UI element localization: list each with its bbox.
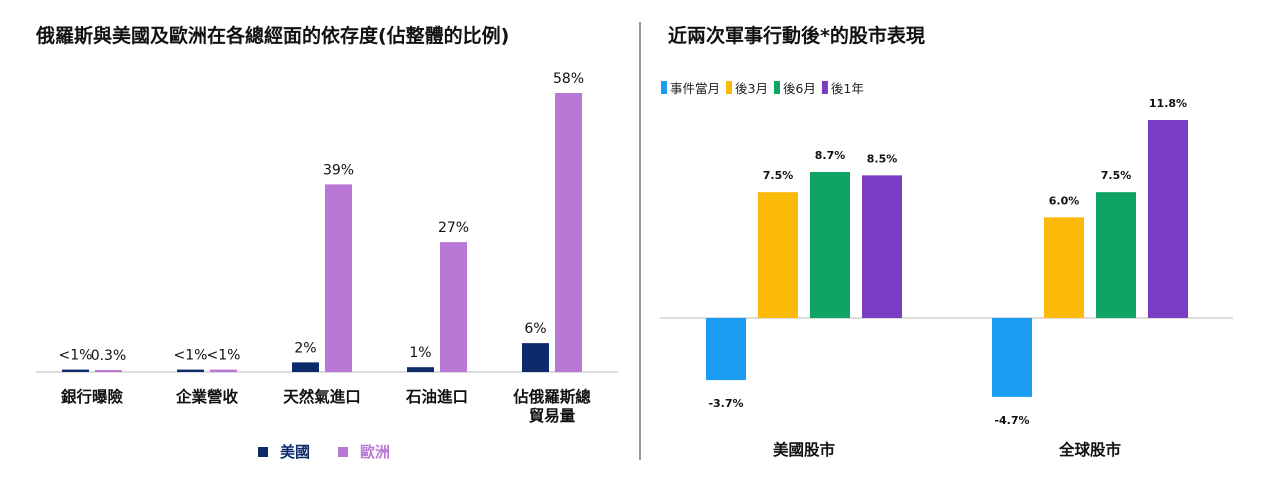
legend-label: 後1年 bbox=[831, 81, 864, 96]
value-label: 2% bbox=[294, 340, 316, 356]
bar-美國-石油進口 bbox=[407, 367, 434, 372]
bar-後6月-全球股市 bbox=[1096, 192, 1136, 318]
value-label: 7.5% bbox=[763, 169, 794, 182]
category-label: 石油進口 bbox=[405, 387, 468, 406]
legend-label: 歐洲 bbox=[360, 443, 390, 461]
bar-美國-天然氣進口 bbox=[292, 362, 319, 372]
bar-後1年-全球股市 bbox=[1148, 120, 1188, 318]
legend-swatch bbox=[258, 447, 268, 457]
value-label: -3.7% bbox=[708, 397, 743, 410]
bar-事件當月-美國股市 bbox=[706, 318, 746, 381]
bar-美國-銀行曝險 bbox=[62, 369, 89, 372]
value-label: <1% bbox=[59, 348, 93, 364]
legend-swatch bbox=[661, 81, 667, 94]
bar-事件當月-全球股市 bbox=[992, 318, 1032, 397]
right-chart-title: 近兩次軍事行動後*的股市表現 bbox=[668, 24, 925, 47]
category-label: 美國股市 bbox=[773, 440, 836, 459]
bar-後1年-美國股市 bbox=[862, 175, 902, 318]
bar-後3月-美國股市 bbox=[758, 192, 798, 318]
value-label: 8.7% bbox=[815, 149, 846, 162]
left-bar-chart: <1%0.3%銀行曝險<1% <1%企業營收2%39%天然氣進口1%27%石油進口… bbox=[36, 71, 618, 461]
value-label: 11.8% bbox=[1149, 97, 1187, 110]
category-label: 佔俄羅斯總貿易量 bbox=[512, 387, 591, 425]
bar-歐洲-天然氣進口 bbox=[325, 184, 352, 372]
legend-label: 事件當月 bbox=[670, 81, 720, 96]
value-label: 39% bbox=[323, 162, 354, 178]
legend-label: 美國 bbox=[280, 443, 310, 461]
value-label: 6.0% bbox=[1049, 194, 1080, 207]
legend-swatch bbox=[773, 81, 780, 94]
value-label: -4.7% bbox=[994, 414, 1029, 427]
legend-swatch bbox=[726, 81, 733, 94]
bar-美國-佔俄羅斯總-貿易量 bbox=[522, 343, 549, 372]
category-label: 銀行曝險 bbox=[61, 387, 124, 406]
left-chart-title: 俄羅斯與美國及歐洲在各總經面的依存度(佔整體的比例) bbox=[35, 24, 509, 47]
right-bar-chart: -3.7% 7.5% 8.7% 8.5% 美國股市 -4.7% 6.0% 7.5% 11.8% 全… bbox=[660, 81, 1233, 459]
legend-label: 後3月 bbox=[735, 81, 768, 96]
category-label: 全球股市 bbox=[1058, 440, 1122, 459]
legend-swatch bbox=[338, 447, 349, 457]
bar-後3月-全球股市 bbox=[1044, 217, 1084, 318]
value-label: 8.5% bbox=[867, 152, 898, 165]
bar-歐洲-銀行曝險 bbox=[95, 370, 122, 372]
bar-歐洲-佔俄羅斯總-貿易量 bbox=[555, 93, 582, 372]
value-label: <1% bbox=[207, 348, 241, 364]
bar-歐洲-企業營收 bbox=[210, 369, 237, 372]
value-label: <1% bbox=[174, 348, 208, 364]
value-label: 6% bbox=[524, 321, 546, 337]
value-label: 58% bbox=[553, 71, 584, 87]
category-label: 天然氣進口 bbox=[283, 387, 361, 406]
value-label: 7.5% bbox=[1101, 169, 1132, 182]
bar-歐洲-石油進口 bbox=[440, 242, 467, 372]
bar-後6月-美國股市 bbox=[810, 172, 850, 318]
value-label: 27% bbox=[438, 220, 469, 236]
value-label: 1% bbox=[409, 345, 431, 361]
legend-swatch bbox=[821, 81, 828, 94]
bar-美國-企業營收 bbox=[177, 369, 204, 372]
category-label: 企業營收 bbox=[175, 387, 239, 406]
legend-label: 後6月 bbox=[783, 81, 816, 96]
value-label: 0.3% bbox=[91, 348, 127, 364]
